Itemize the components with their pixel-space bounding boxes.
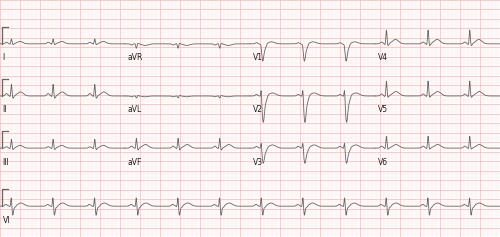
- Text: V1: V1: [252, 53, 262, 62]
- Text: I: I: [2, 53, 5, 62]
- Text: V2: V2: [252, 105, 262, 114]
- Text: aVL: aVL: [128, 105, 142, 114]
- Text: III: III: [2, 158, 9, 167]
- Text: aVR: aVR: [128, 53, 143, 62]
- Text: V3: V3: [252, 158, 262, 167]
- Text: V4: V4: [378, 53, 388, 62]
- Text: VI: VI: [2, 216, 10, 225]
- Text: aVF: aVF: [128, 158, 142, 167]
- Text: V6: V6: [378, 158, 388, 167]
- Text: II: II: [2, 105, 7, 114]
- Text: V5: V5: [378, 105, 388, 114]
